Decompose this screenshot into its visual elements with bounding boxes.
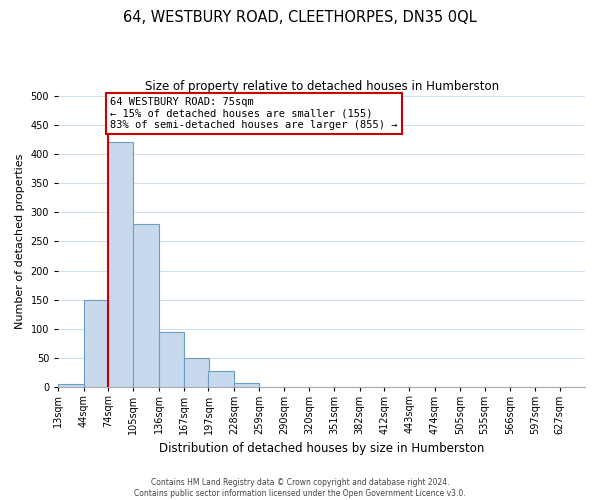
Bar xyxy=(83,300,109,388)
Bar xyxy=(259,387,284,388)
X-axis label: Distribution of detached houses by size in Humberston: Distribution of detached houses by size … xyxy=(159,442,484,455)
Y-axis label: Number of detached properties: Number of detached properties xyxy=(15,154,25,329)
Bar xyxy=(208,371,234,388)
Text: 64, WESTBURY ROAD, CLEETHORPES, DN35 0QL: 64, WESTBURY ROAD, CLEETHORPES, DN35 0QL xyxy=(123,10,477,25)
Bar xyxy=(108,142,133,388)
Title: Size of property relative to detached houses in Humberston: Size of property relative to detached ho… xyxy=(145,80,499,93)
Bar xyxy=(234,382,259,388)
Bar xyxy=(184,358,209,388)
Bar xyxy=(158,332,184,388)
Text: Contains HM Land Registry data © Crown copyright and database right 2024.
Contai: Contains HM Land Registry data © Crown c… xyxy=(134,478,466,498)
Bar xyxy=(133,224,158,388)
Text: 64 WESTBURY ROAD: 75sqm
← 15% of detached houses are smaller (155)
83% of semi-d: 64 WESTBURY ROAD: 75sqm ← 15% of detache… xyxy=(110,96,398,130)
Bar xyxy=(58,384,83,388)
